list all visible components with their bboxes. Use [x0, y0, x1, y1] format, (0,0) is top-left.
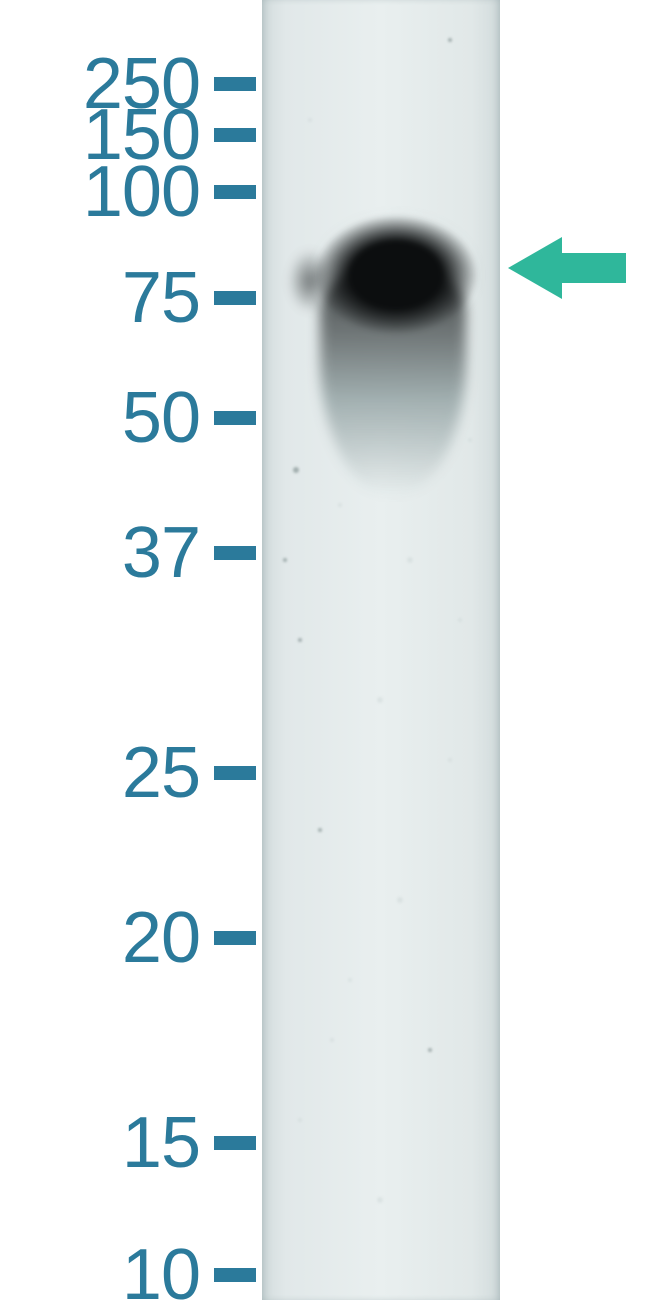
mw-tick-icon — [214, 546, 256, 560]
mw-tick-icon — [214, 1268, 256, 1282]
mw-label: 25 — [0, 737, 200, 809]
mw-ladder: 25015010075503725201510 — [0, 0, 650, 1300]
mw-label: 75 — [0, 262, 200, 334]
mw-label: 100 — [0, 156, 200, 228]
arrow-head-icon — [508, 237, 562, 299]
mw-tick-icon — [214, 128, 256, 142]
mw-label: 50 — [0, 382, 200, 454]
mw-tick-icon — [214, 1136, 256, 1150]
mw-label: 20 — [0, 902, 200, 974]
mw-tick-icon — [214, 411, 256, 425]
mw-marker-37: 37 — [0, 517, 256, 589]
mw-label: 37 — [0, 517, 200, 589]
mw-label: 15 — [0, 1107, 200, 1179]
mw-marker-100: 100 — [0, 156, 256, 228]
mw-tick-icon — [214, 185, 256, 199]
mw-tick-icon — [214, 766, 256, 780]
mw-marker-20: 20 — [0, 902, 256, 974]
mw-marker-15: 15 — [0, 1107, 256, 1179]
mw-tick-icon — [214, 77, 256, 91]
mw-marker-75: 75 — [0, 262, 256, 334]
mw-tick-icon — [214, 931, 256, 945]
arrow-shaft — [562, 253, 626, 283]
mw-label: 10 — [0, 1239, 200, 1300]
mw-marker-25: 25 — [0, 737, 256, 809]
band-arrow — [508, 237, 626, 299]
mw-marker-50: 50 — [0, 382, 256, 454]
mw-marker-10: 10 — [0, 1239, 256, 1300]
mw-tick-icon — [214, 291, 256, 305]
western-blot-figure: 25015010075503725201510 — [0, 0, 650, 1300]
